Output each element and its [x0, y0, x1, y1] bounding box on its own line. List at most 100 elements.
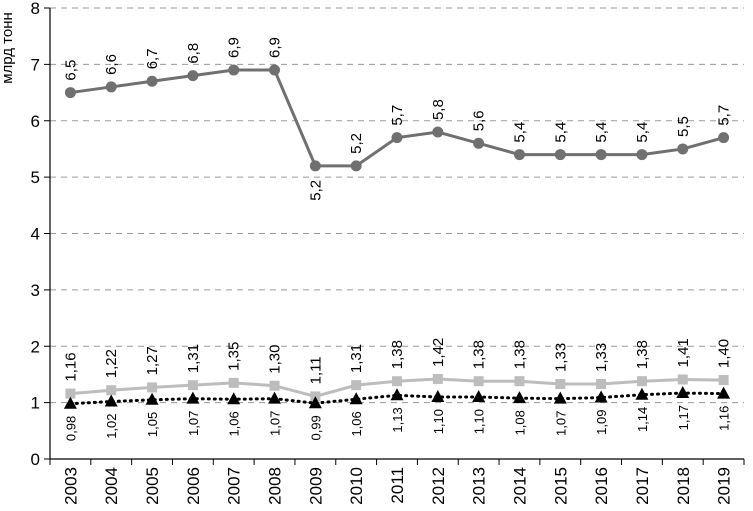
data-label: 1,08	[512, 410, 527, 435]
series-2-point	[472, 389, 486, 402]
x-tick-label: 2007	[225, 467, 244, 505]
x-tick-label: 2010	[347, 467, 366, 505]
series-0-point	[350, 160, 362, 172]
x-tick-label: 2016	[592, 467, 611, 505]
x-tick-label: 2017	[633, 467, 652, 505]
series-0-point	[391, 132, 403, 144]
data-label: 1,41	[675, 338, 692, 367]
series-2-point	[676, 386, 690, 399]
data-label: 1,33	[593, 343, 610, 372]
series-1-point	[677, 374, 688, 385]
series-1-point	[596, 379, 607, 390]
data-label: 1,30	[267, 345, 284, 374]
data-label: 1,22	[103, 349, 120, 378]
series-1-point	[269, 380, 280, 391]
series-0-point	[64, 87, 76, 99]
series-0-point	[432, 126, 444, 138]
x-tick-label: 2006	[184, 467, 203, 505]
data-label: 6,5	[62, 60, 79, 81]
data-label: 5,5	[675, 116, 692, 137]
x-tick-label: 2018	[674, 467, 693, 505]
series-2-point	[308, 396, 322, 409]
data-label: 1,07	[186, 411, 201, 436]
x-tick-label: 2009	[306, 467, 325, 505]
data-label: 1,17	[676, 405, 691, 430]
x-tick-label: 2005	[143, 467, 162, 505]
y-tick-label: 4	[31, 225, 40, 244]
series-0-point	[513, 149, 525, 161]
x-axis-ticks: 2003 2004 2005 2006 2007 2008 2009 2010 2011 2012…	[49, 459, 745, 505]
data-label: 1,40	[716, 339, 733, 368]
series-2-point	[186, 391, 200, 404]
series-1-point	[636, 376, 647, 387]
series-2-point	[227, 392, 241, 405]
series-1-point	[555, 379, 566, 390]
series-2-point	[512, 391, 526, 404]
data-label: 1,38	[389, 340, 406, 369]
series-0-point	[187, 70, 199, 82]
y-tick-label: 3	[31, 281, 40, 300]
y-tick-label: 7	[31, 55, 40, 74]
data-label: 1,14	[635, 407, 650, 432]
series-0-point	[309, 160, 321, 172]
y-tick-label: 0	[31, 450, 40, 469]
y-axis-ticks: 0 1 2 3 4 5 6 7 8	[31, 0, 50, 469]
series-1-point	[432, 373, 443, 384]
series-1-point	[718, 375, 729, 386]
y-tick-label: 2	[31, 337, 40, 356]
data-label: 1,38	[471, 340, 488, 369]
series-2-point	[349, 392, 363, 405]
x-tick-label: 2003	[61, 467, 80, 505]
data-label: 5,2	[307, 180, 324, 201]
data-label: 1,33	[552, 343, 569, 372]
series-0-point	[677, 143, 689, 155]
x-tick-label: 2011	[388, 467, 407, 504]
data-label: 1,31	[185, 344, 202, 373]
series-2-line	[68, 391, 726, 406]
data-label: 1,13	[390, 407, 405, 432]
series-group	[63, 64, 731, 409]
series-2-point	[268, 391, 282, 404]
data-label: 0,99	[308, 415, 323, 440]
data-label: 1,38	[511, 340, 528, 369]
data-label: 1,16	[717, 406, 732, 431]
series-2-point	[594, 390, 608, 403]
series-0-point	[718, 132, 730, 144]
data-label: 5,4	[593, 122, 610, 143]
data-label: 1,35	[226, 342, 243, 371]
series-1-point	[65, 388, 76, 399]
series-2-point	[63, 396, 77, 409]
x-tick-label: 2014	[510, 467, 529, 505]
series-1-point	[514, 376, 525, 387]
x-tick-label: 2015	[551, 467, 570, 505]
data-label: 1,31	[348, 344, 365, 373]
data-label: 1,06	[349, 411, 364, 436]
series-2-point	[145, 392, 159, 405]
series-0-point	[228, 64, 240, 76]
data-label: 0,98	[63, 416, 78, 441]
series-0-point	[105, 81, 117, 93]
data-label: 1,10	[431, 409, 446, 434]
series-2-point	[104, 394, 118, 407]
data-label: 1,27	[144, 346, 161, 375]
data-label: 6,9	[226, 37, 243, 58]
data-label: 5,4	[634, 122, 651, 143]
series-0-point	[146, 75, 158, 87]
series-1-point	[147, 382, 158, 393]
data-label: 1,07	[553, 411, 568, 436]
series-2-point	[717, 386, 731, 399]
x-tick-label: 2019	[715, 467, 734, 505]
y-tick-label: 5	[31, 168, 40, 187]
data-label: 1,09	[594, 410, 609, 435]
data-label: 1,10	[472, 409, 487, 434]
series-1-point	[187, 380, 198, 391]
data-labels: 6,5 6,6 6,7 6,8 6,9 6,9 5,2 5,2 5,7 5,8 5,6 5,4 5,4 5…	[62, 37, 732, 441]
data-label: 6,6	[103, 54, 120, 75]
data-label: 1,02	[104, 413, 119, 438]
grid-lines	[50, 7, 744, 404]
series-0-point	[473, 137, 485, 149]
series-0-point	[636, 149, 648, 161]
y-axis-label: млрд тонн	[0, 12, 16, 84]
data-label: 5,2	[348, 133, 365, 154]
